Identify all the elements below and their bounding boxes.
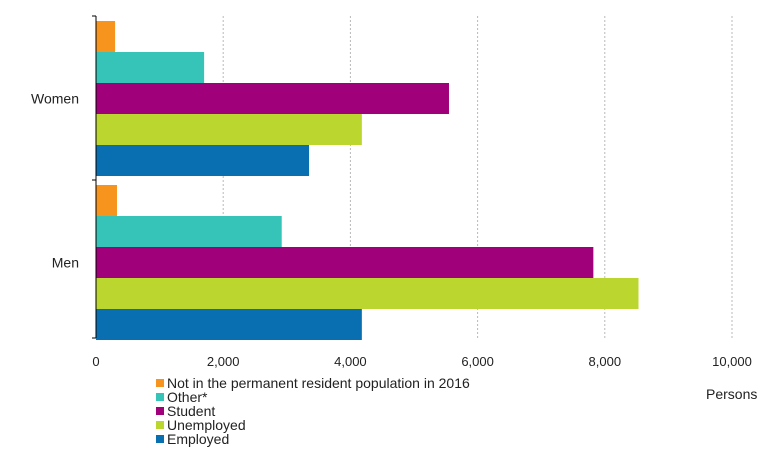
legend-swatch (156, 393, 164, 401)
x-tick-label: 8,000 (589, 354, 622, 369)
legend-item-employed: Employed (156, 432, 470, 446)
bar (96, 309, 362, 340)
legend-item-unemployed: Unemployed (156, 418, 470, 432)
legend-item-not-resident: Not in the permanent resident population… (156, 376, 470, 390)
x-tick-label: 6,000 (461, 354, 494, 369)
legend-item-student: Student (156, 404, 470, 418)
category-label: Women (31, 91, 79, 107)
legend-label: Unemployed (167, 417, 246, 433)
legend-label: Other* (167, 389, 208, 405)
legend-swatch (156, 407, 164, 415)
x-tick-label: 10,000 (712, 354, 752, 369)
bar (96, 185, 117, 216)
legend-item-other: Other* (156, 390, 470, 404)
bar (96, 83, 449, 114)
bar (96, 278, 639, 309)
legend: Not in the permanent resident population… (156, 376, 470, 446)
legend-label: Student (167, 403, 216, 419)
bar (96, 21, 116, 52)
bar (96, 114, 362, 145)
x-axis-unit-label: Persons (706, 386, 758, 402)
category-label: Men (52, 255, 79, 271)
bar (96, 52, 205, 83)
bar (96, 216, 282, 247)
legend-swatch (156, 435, 164, 443)
bar (96, 247, 594, 278)
x-tick-label: 2,000 (207, 354, 240, 369)
legend-label: Not in the permanent resident population… (167, 375, 470, 391)
legend-label: Employed (167, 431, 230, 447)
legend-swatch (156, 421, 164, 429)
legend-swatch (156, 379, 164, 387)
x-tick-label: 0 (92, 354, 99, 369)
bar (96, 145, 310, 176)
x-tick-label: 4,000 (334, 354, 367, 369)
